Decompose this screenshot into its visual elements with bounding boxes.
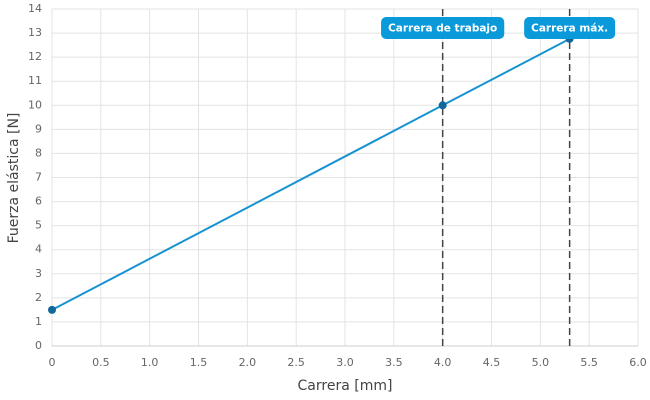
annotation-text: Carrera de trabajo: [388, 23, 497, 35]
y-tick-label: 4: [35, 243, 42, 256]
annotation-label: Carrera máx.: [524, 17, 616, 39]
y-tick-label: 6: [35, 195, 42, 208]
x-tick-label: 2.0: [239, 356, 257, 369]
x-tick-label: 0: [49, 356, 56, 369]
annotation-box: [381, 17, 505, 39]
x-tick-label: 3.5: [385, 356, 403, 369]
y-tick-label: 14: [28, 2, 42, 15]
y-tick-label: 11: [28, 74, 42, 87]
y-tick-label: 13: [28, 26, 42, 39]
x-tick-label: 4.5: [483, 356, 501, 369]
y-tick-label: 9: [35, 122, 42, 135]
y-tick-label: 12: [28, 50, 42, 63]
x-tick-label: 4.0: [434, 356, 452, 369]
point: [48, 305, 56, 314]
x-tick-label: 0.5: [92, 356, 110, 369]
y-tick-label: 1: [35, 315, 42, 328]
annotation-label: Carrera de trabajo: [381, 17, 505, 39]
annotation-box: [524, 17, 616, 39]
x-axis-title: Carrera [mm]: [298, 378, 393, 394]
y-tick-label: 0: [35, 339, 42, 352]
y-tick-label: 3: [35, 267, 42, 280]
y-tick-label: 7: [35, 171, 42, 184]
x-tick-label: 5.0: [532, 356, 550, 369]
x-tick-label: 6.0: [629, 356, 647, 369]
x-tick-label: 2.5: [287, 356, 305, 369]
x-tick-label: 3.0: [336, 356, 354, 369]
point: [438, 101, 447, 110]
annotation-text: Carrera máx.: [531, 23, 608, 35]
y-tick-label: 10: [28, 98, 42, 111]
y-tick-label: 8: [35, 146, 42, 159]
y-tick-label: 5: [35, 219, 42, 232]
y-tick-label: 2: [35, 291, 42, 304]
x-tick-label: 1.5: [190, 356, 208, 369]
x-tick-label: 1.0: [141, 356, 159, 369]
y-axis-title: Fuerza elástica [N]: [6, 113, 22, 244]
x-tick-label: 5.5: [580, 356, 598, 369]
